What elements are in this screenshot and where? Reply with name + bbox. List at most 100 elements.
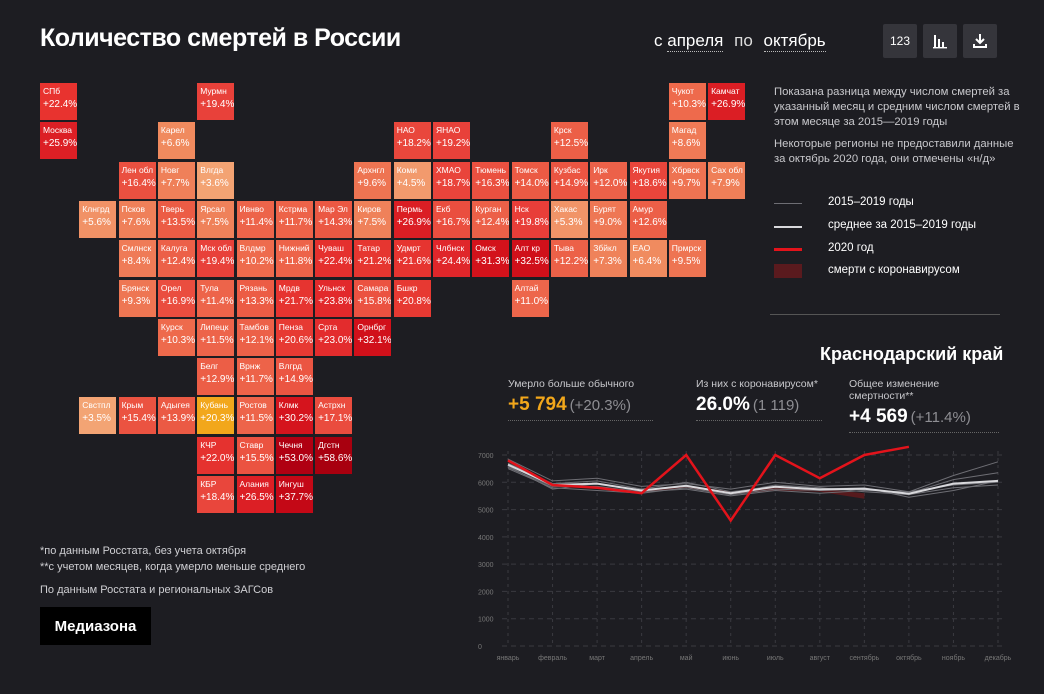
region-tile[interactable]: Орел +16.9% — [157, 279, 195, 317]
region-tile[interactable]: Курган +12.4% — [472, 200, 510, 238]
region-tile[interactable]: Врнж +11.7% — [236, 358, 274, 396]
region-tile[interactable]: Чуваш +22.4% — [315, 240, 353, 278]
region-tile[interactable]: Карел +6.6% — [157, 122, 195, 160]
stat-total-percent: (+11.4%) — [910, 409, 971, 426]
region-tile[interactable]: Калуга +12.4% — [157, 240, 195, 278]
region-tile[interactable]: Збйкл +7.3% — [590, 240, 628, 278]
region-tile[interactable]: КБР +18.4% — [197, 476, 235, 513]
region-tile[interactable]: ХМАО +18.7% — [433, 161, 470, 199]
region-tile[interactable]: Смлнск +8.4% — [118, 240, 156, 278]
region-tile[interactable]: Кстрма +11.7% — [275, 200, 313, 238]
region-tile[interactable]: Рязань +13.3% — [236, 279, 274, 317]
region-tile[interactable]: КЧР +22.0% — [197, 436, 235, 474]
region-tile[interactable]: Камчат +26.9% — [708, 83, 746, 120]
period-from-dropdown[interactable]: апреля — [667, 31, 724, 52]
bar-view-button[interactable] — [923, 24, 957, 58]
region-tile[interactable]: Амур +12.6% — [629, 200, 667, 238]
region-tile[interactable]: Белг +12.9% — [197, 358, 235, 396]
region-tile[interactable]: Алания +26.5% — [236, 476, 274, 513]
region-tile[interactable]: Чукот +10.3% — [668, 83, 706, 120]
region-tile[interactable]: ЕАО +6.4% — [629, 240, 667, 278]
region-tile-value: +13.3% — [239, 295, 274, 307]
region-tile[interactable]: Татар +21.2% — [354, 240, 392, 278]
region-tile[interactable]: Пермь +26.9% — [393, 200, 431, 238]
region-tile-value: +7.5% — [200, 216, 229, 228]
region-tile[interactable]: Курск +10.3% — [157, 318, 195, 356]
region-tile[interactable]: Тверь +13.5% — [157, 200, 195, 238]
region-tile[interactable]: Нск +19.8% — [511, 200, 549, 238]
region-tile[interactable]: Свстпл +3.5% — [79, 397, 117, 435]
region-tile[interactable]: Кузбас +14.9% — [550, 161, 588, 199]
region-tile[interactable]: Бшкр +20.8% — [393, 279, 431, 317]
region-tile[interactable]: Томск +14.0% — [511, 161, 549, 199]
region-tile[interactable]: Нижний +11.8% — [275, 240, 313, 278]
region-tile[interactable]: Москва +25.9% — [40, 122, 77, 160]
region-tile[interactable]: Архнгл +9.6% — [354, 161, 392, 199]
region-tile[interactable]: Псков +7.6% — [118, 200, 156, 238]
period-to-dropdown[interactable]: октябрь — [763, 31, 826, 52]
region-tile[interactable]: Липецк +11.5% — [197, 318, 235, 356]
region-tile[interactable]: Ульнск +23.8% — [315, 279, 353, 317]
region-tile[interactable]: Крск +12.5% — [550, 122, 588, 160]
region-tile[interactable]: Самара +15.8% — [354, 279, 392, 317]
region-tile-name: Алания — [239, 479, 269, 489]
region-tile[interactable]: Адыгея +13.9% — [157, 397, 195, 435]
region-tile-name: Тыва — [553, 243, 574, 254]
download-button[interactable] — [963, 24, 997, 58]
region-tile[interactable]: Мск обл +19.4% — [197, 240, 235, 278]
region-tile[interactable]: Бурят +9.0% — [590, 200, 628, 238]
region-tile[interactable]: Магад +8.6% — [668, 122, 706, 160]
region-tile[interactable]: Тула +11.4% — [197, 279, 235, 317]
region-tile-name: Кубань — [200, 400, 229, 411]
region-tile[interactable]: НАО +18.2% — [393, 122, 431, 160]
region-tile[interactable]: Хбрвск +9.7% — [668, 161, 706, 199]
region-tile[interactable]: Екб +16.7% — [433, 200, 470, 238]
region-tile[interactable]: Дгстн +58.6% — [315, 436, 353, 474]
region-tile[interactable]: Ингуш +37.7% — [275, 476, 313, 513]
region-tile[interactable]: Ставр +15.5% — [236, 436, 274, 474]
mediazona-logo[interactable]: Медиазона — [40, 607, 151, 645]
region-tile[interactable]: Астрхн +17.1% — [315, 397, 353, 435]
region-tile-value: +8.6% — [671, 138, 701, 150]
region-tile[interactable]: Удмрт +21.6% — [393, 240, 431, 278]
region-tile[interactable]: СПб +22.4% — [40, 83, 77, 120]
region-tile[interactable]: Киров +7.5% — [354, 200, 392, 238]
region-tile[interactable]: Крым +15.4% — [118, 397, 156, 435]
region-tile[interactable]: Ярсал +7.5% — [197, 200, 235, 238]
region-tile[interactable]: Коми +4.5% — [393, 161, 431, 199]
region-tile[interactable]: Лен обл +16.4% — [118, 161, 156, 199]
region-tile[interactable]: Якутия +18.6% — [629, 161, 667, 199]
region-tile[interactable]: Мрдв +21.7% — [275, 279, 313, 317]
region-tile[interactable]: Мурмн +19.4% — [197, 83, 235, 120]
region-tile[interactable]: Хакас +5.3% — [550, 200, 588, 238]
region-tile[interactable]: Клмк +30.2% — [275, 397, 313, 435]
region-tile[interactable]: Сах обл +7.9% — [708, 161, 746, 199]
region-tile[interactable]: Прмрск +9.5% — [668, 240, 706, 278]
region-tile[interactable]: Омск +31.3% — [472, 240, 510, 278]
region-tile[interactable]: Пенза +20.6% — [275, 318, 313, 356]
region-tile[interactable]: Влгда +3.6% — [197, 161, 235, 199]
region-tile[interactable]: Клнгрд +5.6% — [79, 200, 117, 238]
region-tile[interactable]: Члбнск +24.4% — [433, 240, 470, 278]
region-tile[interactable]: Новг +7.7% — [157, 161, 195, 199]
region-tile[interactable]: Влгрд +14.9% — [275, 358, 313, 396]
region-tile[interactable]: Брянск +9.3% — [118, 279, 156, 317]
region-tile[interactable]: Кубань +20.3% — [197, 397, 235, 435]
stat-covid-value: 26.0% — [696, 394, 750, 415]
region-tile[interactable]: Ростов +11.5% — [236, 397, 274, 435]
region-tile[interactable]: Срта +23.0% — [315, 318, 353, 356]
region-tile[interactable]: Ирк +12.0% — [590, 161, 628, 199]
region-tile[interactable]: Ивнво +11.4% — [236, 200, 274, 238]
show-numbers-button[interactable]: 123 — [883, 24, 917, 58]
region-tile[interactable]: Тыва +12.2% — [550, 240, 588, 278]
region-tile[interactable]: Тюмень +16.3% — [472, 161, 510, 199]
region-tile[interactable]: Мар Эл +14.3% — [315, 200, 353, 238]
region-tile[interactable]: Тамбов +12.1% — [236, 318, 274, 356]
region-tile[interactable]: Влдмр +10.2% — [236, 240, 274, 278]
region-tile[interactable]: Чечня +53.0% — [275, 436, 313, 474]
region-tile[interactable]: Орнбрг +32.1% — [354, 318, 392, 356]
region-tile[interactable]: Алтай +11.0% — [511, 279, 549, 317]
region-tile-value: +58.6% — [318, 452, 353, 464]
region-tile[interactable]: Алт кр +32.5% — [511, 240, 549, 278]
region-tile[interactable]: ЯНАО +19.2% — [433, 122, 470, 160]
